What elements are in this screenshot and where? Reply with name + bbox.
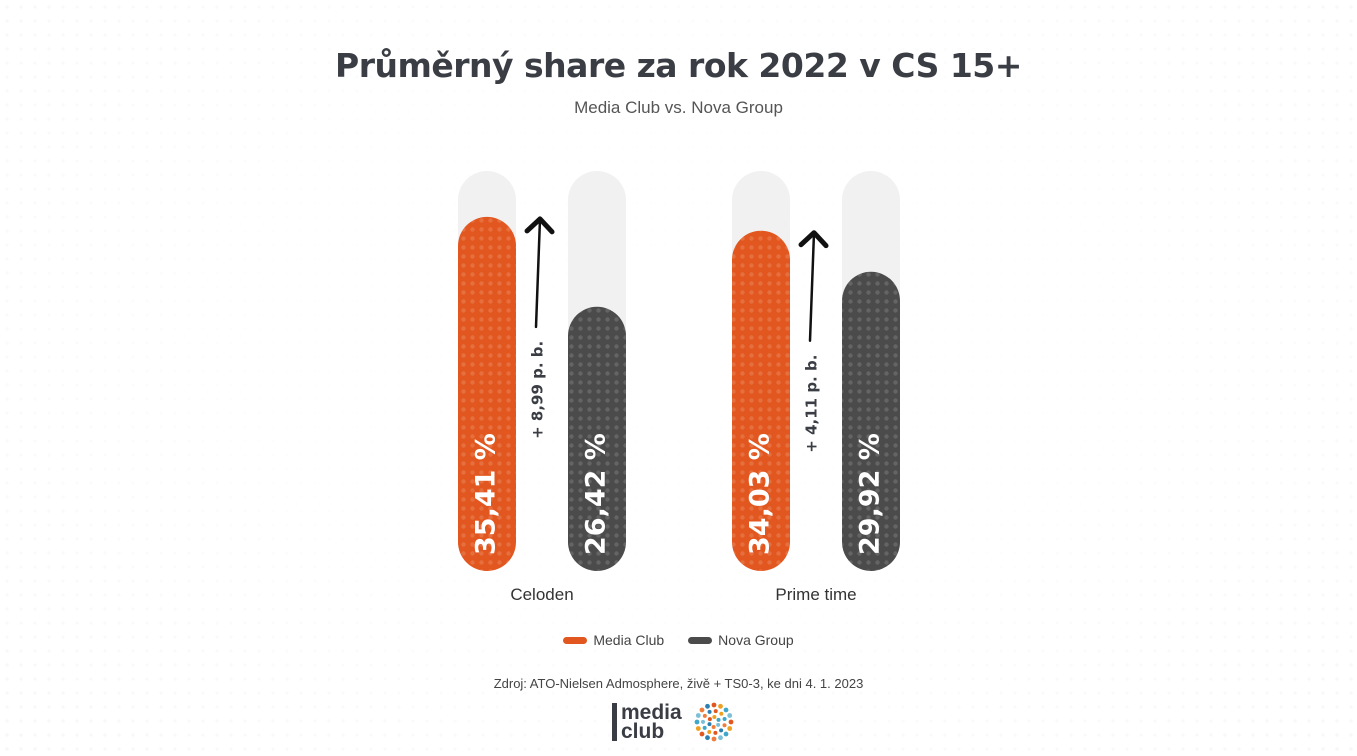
logo-dot <box>713 730 718 735</box>
bar-texture <box>732 230 790 571</box>
bar-texture <box>842 271 900 571</box>
logo-dot <box>713 709 718 714</box>
logo-wordmark: media club <box>612 701 682 743</box>
data-label: 35,41 % <box>471 433 502 555</box>
legend-swatch-media-club <box>563 636 588 644</box>
logo-dot <box>712 715 717 720</box>
logo-dot <box>715 722 720 727</box>
logo-dot <box>694 719 700 725</box>
logo-dot <box>707 717 712 722</box>
logo-dot <box>695 713 701 718</box>
chart-title: Průměrný share za rok 2022 v CS 15+ <box>335 46 1022 85</box>
difference-label: + 4,11 p. b. <box>803 355 821 453</box>
legend-label-nova-group: Nova Group <box>718 632 794 648</box>
legend: Media Club Nova Group <box>0 632 1357 648</box>
difference-label: + 8,99 p. b. <box>529 341 547 439</box>
logo-dot <box>718 728 723 733</box>
logo-line1: media <box>621 701 682 724</box>
logo-dot <box>707 722 712 727</box>
logo-dot <box>727 713 732 718</box>
bar-texture <box>458 216 516 571</box>
logo-dot <box>719 711 724 716</box>
logo-dot <box>704 703 710 709</box>
logo-dot <box>722 723 727 728</box>
data-label: 29,92 % <box>855 433 886 555</box>
logo-dot <box>728 719 734 725</box>
logo-dot <box>717 703 723 709</box>
legend-item-nova-group: Nova Group <box>688 632 794 648</box>
logo-dot <box>711 724 716 729</box>
data-label: 26,42 % <box>581 433 612 555</box>
logo-dot <box>727 726 732 731</box>
legend-item-media-club: Media Club <box>563 632 664 648</box>
logo-dot <box>695 726 701 731</box>
bar-texture <box>568 306 626 571</box>
logo-dot <box>717 735 723 741</box>
logo-line2: club <box>621 720 665 743</box>
logo-dot <box>716 717 721 722</box>
logo-dot <box>711 736 717 742</box>
category-label: Prime time <box>775 585 856 604</box>
logo-dot <box>699 731 705 737</box>
logo-dot <box>702 725 707 730</box>
logo-dot <box>723 707 729 713</box>
data-label: 34,03 % <box>745 433 776 555</box>
difference-arrow <box>798 230 829 342</box>
logo-dot <box>702 713 707 718</box>
logo-dot <box>706 729 711 734</box>
logo-dot <box>700 719 705 724</box>
bar-chart: 35,41 % 26,42 % + 8,99 p. b. Celoden 34,03 %… <box>458 171 900 604</box>
difference-arrow <box>524 216 555 329</box>
logo-dot <box>699 707 705 713</box>
logo-dot <box>722 717 727 722</box>
chart-subtitle: Media Club vs. Nova Group <box>574 98 783 117</box>
source-note: Zdroj: ATO-Nielsen Admosphere, živě + TS… <box>493 676 864 691</box>
dots-circle-icon <box>694 702 734 742</box>
logo-dot <box>723 731 729 737</box>
logo-dot <box>704 735 710 741</box>
category-label: Celoden <box>510 585 573 604</box>
legend-swatch-nova-group <box>688 636 713 644</box>
legend-label-media-club: Media Club <box>593 632 665 648</box>
logo-dot <box>711 702 717 708</box>
logo-dot <box>707 709 712 714</box>
media-club-logo: media club <box>612 700 736 744</box>
